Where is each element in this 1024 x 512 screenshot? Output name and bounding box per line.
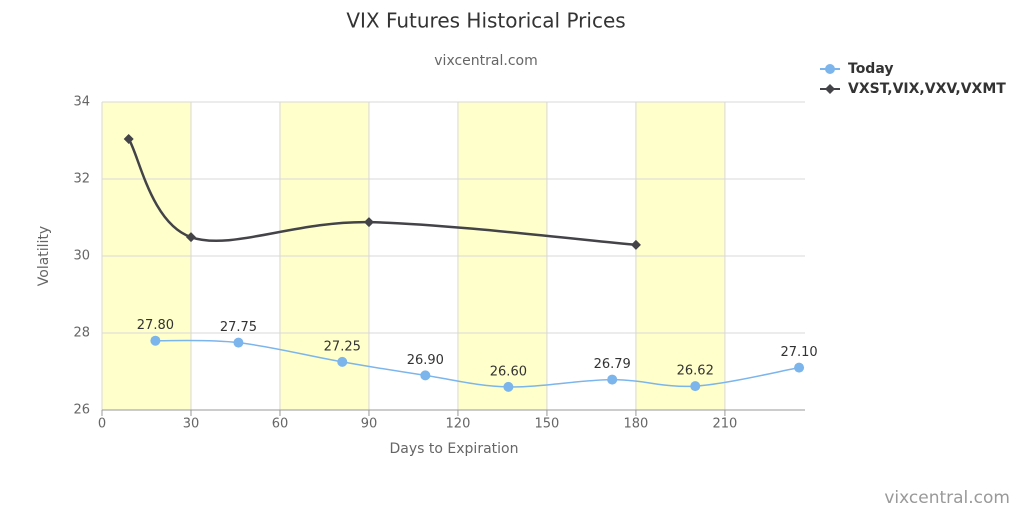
y-tick-label: 30 bbox=[73, 249, 90, 264]
diamond-marker bbox=[630, 239, 641, 250]
x-tick-label: 30 bbox=[183, 417, 200, 432]
x-tick-label: 180 bbox=[624, 417, 649, 432]
data-label: 26.79 bbox=[594, 357, 631, 372]
circle-marker bbox=[607, 374, 618, 385]
data-label: 26.62 bbox=[677, 364, 714, 379]
y-tick-label: 34 bbox=[73, 95, 90, 110]
x-tick-label: 150 bbox=[535, 417, 560, 432]
y-tick-label: 28 bbox=[73, 326, 90, 341]
circle-marker bbox=[503, 381, 514, 392]
data-label: 27.75 bbox=[220, 320, 257, 335]
data-label: 27.80 bbox=[137, 318, 174, 333]
data-label: 26.90 bbox=[407, 353, 444, 368]
y-tick-label: 26 bbox=[73, 403, 90, 418]
legend-marker bbox=[825, 64, 835, 74]
diamond-marker bbox=[123, 133, 134, 144]
diamond-marker bbox=[185, 232, 196, 243]
circle-marker bbox=[794, 362, 805, 373]
circle-marker bbox=[690, 381, 701, 392]
circle-marker bbox=[420, 370, 431, 381]
diamond-marker bbox=[363, 217, 374, 228]
circle-marker bbox=[233, 337, 244, 348]
x-tick-label: 0 bbox=[98, 417, 106, 432]
x-axis-title: Days to Expiration bbox=[390, 441, 519, 457]
data-label: 27.25 bbox=[324, 339, 361, 354]
x-tick-label: 60 bbox=[272, 417, 289, 432]
legend-item[interactable]: Today bbox=[820, 61, 893, 77]
series-line bbox=[127, 138, 637, 247]
chart-title: VIX Futures Historical Prices bbox=[346, 9, 625, 33]
x-tick-label: 120 bbox=[446, 417, 471, 432]
legend-label: VXST,VIX,VXV,VXMT bbox=[848, 81, 1006, 97]
y-axis-title: Volatility bbox=[36, 226, 52, 286]
legend-marker bbox=[825, 84, 835, 94]
circle-marker bbox=[337, 356, 348, 367]
y-tick-label: 32 bbox=[73, 172, 90, 187]
data-label: 26.60 bbox=[490, 364, 527, 379]
x-tick-label: 210 bbox=[712, 417, 737, 432]
credits: vixcentral.com bbox=[884, 488, 1010, 508]
chart-subtitle: vixcentral.com bbox=[434, 53, 537, 69]
legend-label: Today bbox=[848, 61, 893, 77]
data-label: 27.10 bbox=[780, 345, 817, 360]
legend-item[interactable]: VXST,VIX,VXV,VXMT bbox=[820, 81, 1006, 97]
x-tick-label: 90 bbox=[361, 417, 378, 432]
circle-marker bbox=[150, 335, 161, 346]
